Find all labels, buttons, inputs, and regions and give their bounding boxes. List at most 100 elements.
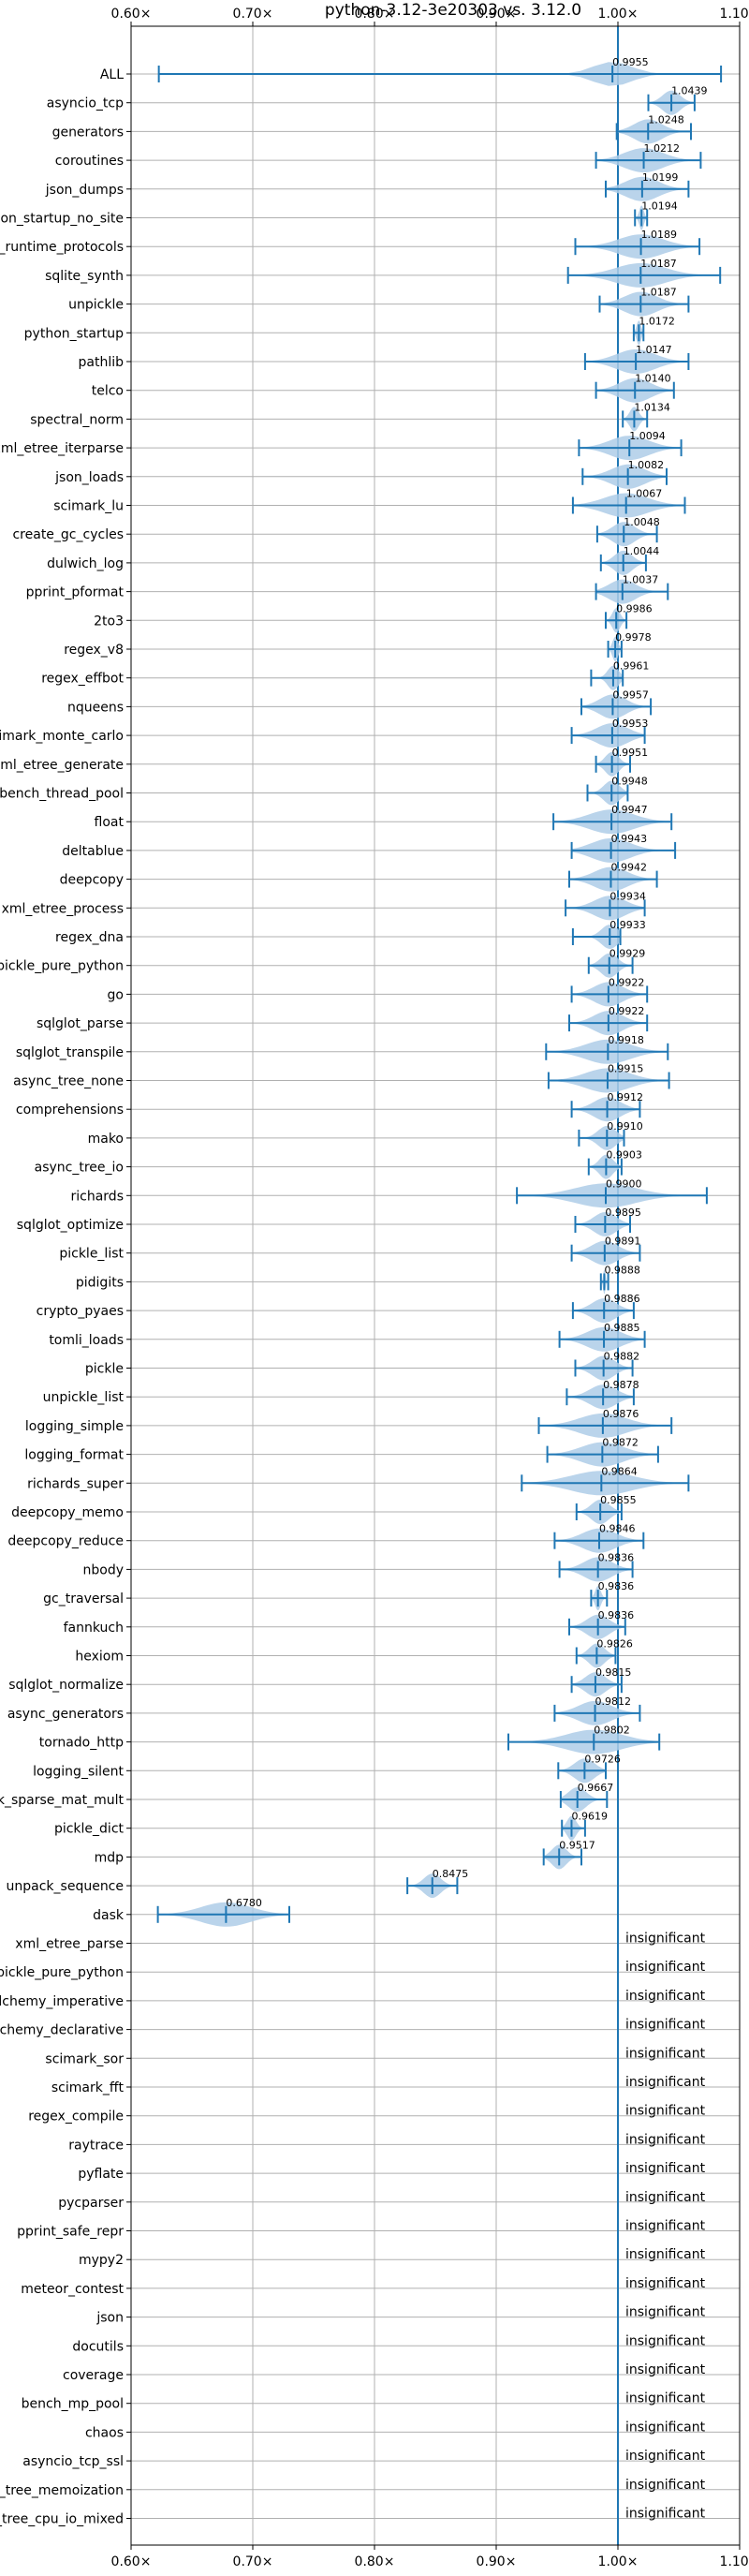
y-tick-label: pidigits <box>76 1275 124 1290</box>
y-tick-label: xml_etree_parse <box>15 1937 124 1952</box>
y-tick-label: sqlite_synth <box>45 269 124 284</box>
y-tick-label: pickle_dict <box>54 1822 125 1837</box>
y-tick-label: generators <box>52 125 124 140</box>
y-tick-label: raytrace <box>68 2138 124 2153</box>
x-tick-label-bottom: 1.00× <box>598 2554 639 2569</box>
y-tick-label: dask <box>93 1908 125 1923</box>
value-label: 0.9912 <box>608 1091 644 1103</box>
value-label: 1.0067 <box>626 488 663 500</box>
insignificant-label: insignificant <box>625 2362 706 2377</box>
value-label: 0.9878 <box>603 1379 639 1391</box>
y-tick-label: sqlglot_transpile <box>16 1045 124 1060</box>
y-tick-label: deepcopy_reduce <box>7 1534 124 1549</box>
y-tick-label: pickle_list <box>59 1247 124 1262</box>
y-tick-label: async_tree_cpu_io_mixed <box>0 2512 124 2527</box>
value-label: 1.0199 <box>642 171 679 184</box>
y-tick-label: bench_mp_pool <box>22 2397 124 2412</box>
x-tick-label-top: 1.00× <box>598 7 639 22</box>
value-label: 0.9910 <box>607 1120 643 1133</box>
y-tick-label: crypto_pyaes <box>37 1304 124 1319</box>
chart-title: python-3.12-3e20303 vs. 3.12.0 <box>325 1 581 20</box>
insignificant-label: insignificant <box>625 2478 706 2493</box>
y-tick-label: 2to3 <box>94 614 124 629</box>
insignificant-label: insignificant <box>625 2247 706 2262</box>
value-label: 0.9900 <box>606 1177 642 1190</box>
y-tick-label: logging_format <box>24 1448 124 1463</box>
y-tick-label: logging_silent <box>33 1764 124 1779</box>
y-tick-label: spectral_norm <box>30 412 124 427</box>
value-label: 1.0094 <box>629 430 666 442</box>
y-tick-label: sqlglot_parse <box>37 1016 124 1031</box>
value-label: 1.0439 <box>671 85 708 97</box>
value-label: 0.9802 <box>594 1725 630 1737</box>
y-tick-label: unpickle <box>68 298 124 313</box>
value-label: 1.0187 <box>640 258 677 270</box>
value-label: 0.9915 <box>608 1063 644 1075</box>
y-tick-label: gc_traversal <box>43 1591 124 1606</box>
y-tick-label: unpickle_pure_python <box>0 1965 124 1980</box>
value-label: 0.9986 <box>616 602 653 614</box>
y-tick-label: telco <box>92 384 124 399</box>
y-tick-label: pprint_pformat <box>26 585 125 600</box>
value-label: 1.0082 <box>628 459 665 471</box>
y-tick-label: coroutines <box>55 154 124 169</box>
y-tick-label: asyncio_tcp <box>47 96 124 111</box>
value-label: 0.9978 <box>615 631 652 644</box>
value-label: 0.9955 <box>612 56 649 68</box>
value-label: 0.9886 <box>604 1293 640 1305</box>
y-tick-label: float <box>95 815 125 830</box>
y-tick-label: chaos <box>85 2425 124 2440</box>
insignificant-label: insignificant <box>625 2276 706 2291</box>
x-tick-label-top: 0.90× <box>477 7 517 22</box>
value-label: 0.9888 <box>604 1264 640 1276</box>
y-tick-label: fannkuch <box>64 1621 124 1636</box>
value-label: 0.9864 <box>601 1465 638 1477</box>
y-tick-label: tomli_loads <box>49 1333 124 1348</box>
value-label: 1.0147 <box>636 344 672 356</box>
y-tick-label: docutils <box>72 2339 124 2354</box>
y-tick-label: regex_compile <box>28 2110 124 2124</box>
value-label: 0.9619 <box>571 1811 608 1823</box>
y-tick-label: mypy2 <box>79 2253 124 2268</box>
insignificant-label: insignificant <box>625 2333 706 2348</box>
value-label: 1.0048 <box>624 516 660 528</box>
x-tick-label-bottom: 0.90× <box>477 2554 517 2569</box>
y-tick-label: deepcopy_memo <box>11 1505 124 1520</box>
y-tick-label: typing_runtime_protocols <box>0 240 124 255</box>
value-label: 0.9726 <box>584 1753 621 1765</box>
value-label: 0.9922 <box>609 976 645 988</box>
y-tick-label: bench_thread_pool <box>0 787 124 802</box>
y-tick-label: pycparser <box>58 2196 124 2211</box>
y-tick-label: scimark_sor <box>45 2051 124 2066</box>
value-label: 0.9891 <box>605 1236 641 1248</box>
y-tick-label: nbody <box>83 1562 125 1577</box>
x-tick-label-top: 0.70× <box>233 7 273 22</box>
value-label: 0.9836 <box>598 1580 635 1592</box>
insignificant-label: insignificant <box>625 1932 706 1947</box>
insignificant-label: insignificant <box>625 2132 706 2147</box>
value-label: 0.9667 <box>578 1782 614 1794</box>
value-label: 0.9957 <box>612 688 649 701</box>
y-tick-label: unpack_sequence <box>7 1879 124 1894</box>
value-label: 1.0194 <box>641 200 678 213</box>
value-label: 0.9934 <box>609 890 646 902</box>
y-tick-label: json_dumps <box>45 183 124 198</box>
y-tick-label: xml_etree_process <box>2 901 124 916</box>
y-tick-label: sqlglot_optimize <box>17 1218 124 1233</box>
value-label: 0.9942 <box>610 862 647 874</box>
y-tick-label: dulwich_log <box>47 556 124 571</box>
y-tick-label: richards_super <box>27 1476 124 1491</box>
y-tick-label: ALL <box>100 67 124 82</box>
value-label: 0.9855 <box>600 1494 637 1506</box>
value-label: 0.9953 <box>612 718 649 730</box>
value-label: 0.9836 <box>598 1551 635 1563</box>
y-tick-label: pprint_safe_repr <box>17 2225 124 2240</box>
insignificant-label: insignificant <box>625 2305 706 2320</box>
value-label: 0.6780 <box>226 1897 262 1909</box>
y-tick-label: nqueens <box>67 700 124 715</box>
value-label: 0.9517 <box>559 1839 595 1851</box>
y-tick-label: pyflate <box>78 2167 124 2182</box>
y-tick-label: xml_etree_generate <box>0 758 124 773</box>
y-tick-label: scimark_sparse_mat_mult <box>0 1793 125 1808</box>
